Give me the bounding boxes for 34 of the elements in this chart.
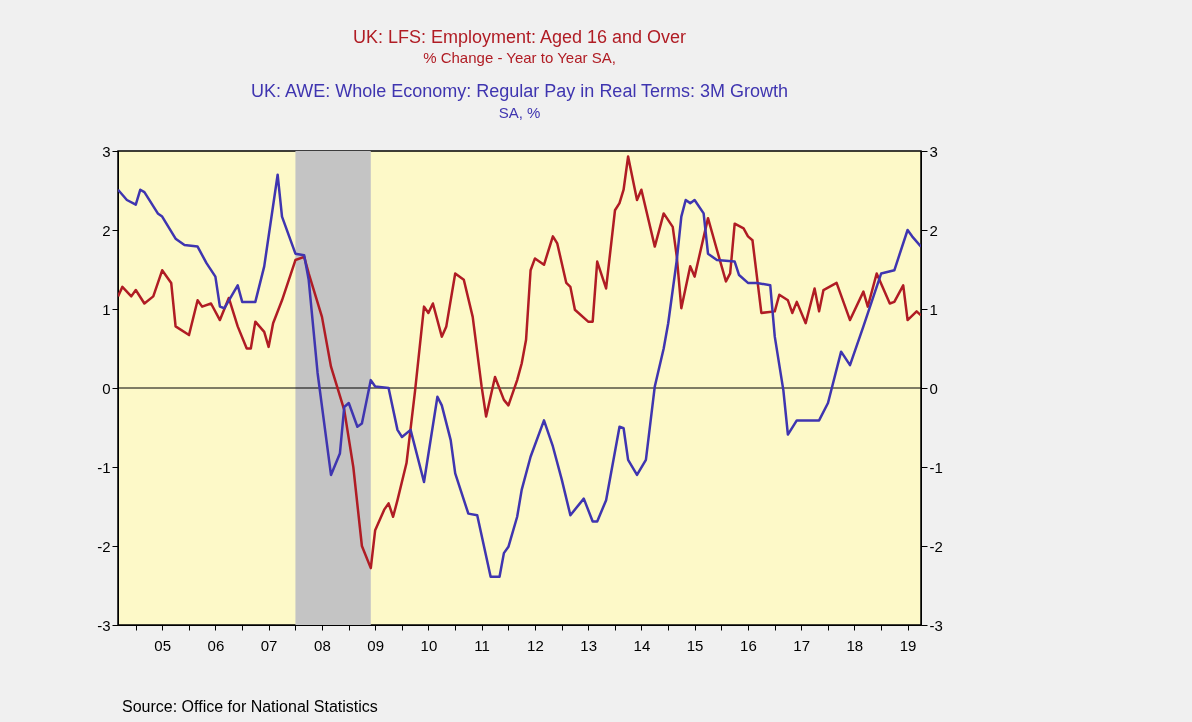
x-tick-label: 05: [154, 636, 172, 654]
x-tick-label: 16: [740, 636, 757, 654]
y-tick-label: 1: [102, 300, 111, 318]
text: UK: LFS: Employment: Aged 16 and Over: [352, 27, 687, 47]
x-tick-label: 08: [314, 636, 331, 654]
y2-tick-label: 1: [929, 300, 938, 318]
text: UK: AWE: Whole Economy: Regular Pay in Real Terms: 3M Growth: [250, 81, 789, 101]
y2-tick-label: 2: [929, 221, 938, 239]
x-tick-label: 17: [793, 636, 811, 654]
x-tick-label: 09: [367, 636, 385, 654]
x-tick-label: 19: [899, 636, 917, 654]
y-tick-label: -3: [97, 616, 111, 634]
y-tick-label: 3: [102, 142, 111, 160]
y2-tick-label: -2: [929, 537, 943, 555]
text: % Change - Year to Year SA,: [423, 49, 616, 66]
y-tick-label: -1: [97, 458, 111, 476]
y2-tick-label: 3: [929, 142, 938, 160]
x-tick-label: 11: [474, 636, 490, 654]
y-tick-label: 0: [102, 379, 111, 397]
x-tick-label: 10: [420, 636, 438, 654]
y-tick-label: -2: [97, 537, 111, 555]
source-note: Source: Office for National Statistics: [122, 698, 378, 715]
text: SA, %: [498, 104, 541, 121]
y2-tick-label: -3: [929, 616, 943, 634]
x-tick-label: 13: [580, 636, 598, 654]
y2-tick-label: -1: [929, 458, 943, 476]
y2-tick-label: 0: [929, 379, 938, 397]
x-tick-label: 07: [260, 636, 278, 654]
x-tick-label: 18: [846, 636, 864, 654]
x-tick-label: 14: [633, 636, 651, 654]
x-tick-label: 12: [527, 636, 544, 654]
x-tick-label: 15: [686, 636, 704, 654]
y-tick-label: 2: [102, 221, 111, 239]
x-tick-label: 06: [207, 636, 225, 654]
